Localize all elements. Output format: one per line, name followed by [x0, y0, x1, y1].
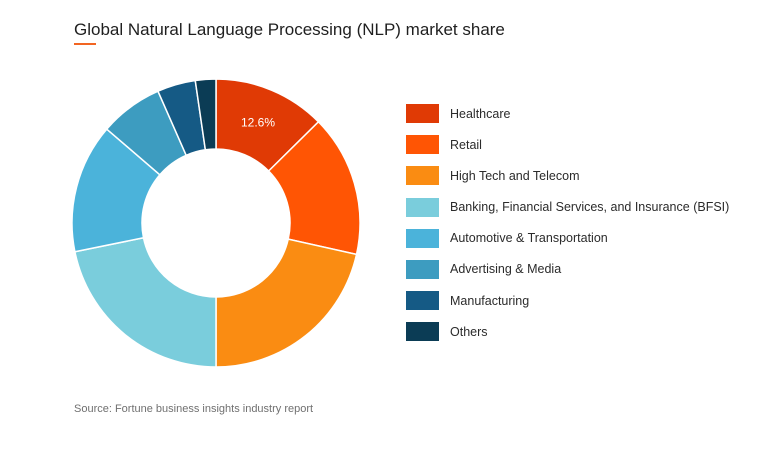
legend-label-7: Manufacturing	[450, 293, 530, 308]
legend-item-7: Manufacturing	[406, 291, 766, 311]
legend-swatch-1	[406, 104, 439, 123]
legend-swatch-2	[406, 135, 439, 155]
legend-item-4: Banking, Financial Services, and Insuran…	[406, 197, 766, 217]
chart-title: Global Natural Language Processing (NLP)…	[74, 20, 505, 39]
donut-slice-4	[74, 236, 217, 368]
legend-item-5: Automotive & Transportation	[406, 228, 766, 248]
legend-label-8: Others	[450, 324, 488, 339]
donut-labels: 12.6%	[241, 115, 275, 129]
legend-label-4: Banking, Financial Services, and Insuran…	[450, 200, 730, 215]
legend: Healthcare Retail High Tech and Telecom Ban…	[406, 104, 766, 354]
legend-item-3: High Tech and Telecom	[406, 166, 766, 186]
legend-item-8: Others	[406, 322, 766, 342]
legend-swatch-7	[406, 291, 439, 311]
legend-swatch-5	[406, 228, 439, 248]
legend-item-6: Advertising & Media	[406, 259, 766, 279]
donut-slice-label-1: 12.6%	[241, 115, 275, 129]
legend-swatch-6	[406, 259, 439, 279]
legend-item-2: Retail	[406, 135, 766, 155]
legend-label-2: Retail	[450, 137, 482, 152]
legend-label-6: Advertising & Media	[450, 262, 562, 277]
donut-slice-8	[194, 78, 217, 151]
title-underline	[74, 43, 96, 45]
donut-slices	[71, 78, 361, 368]
legend-swatch-3	[406, 166, 439, 186]
legend-item-1: Healthcare	[406, 104, 766, 123]
donut-slice-3	[215, 238, 358, 368]
legend-label-1: Healthcare	[450, 106, 511, 121]
legend-label-3: High Tech and Telecom	[450, 168, 580, 183]
legend-swatch-8	[406, 322, 439, 342]
legend-swatch-4	[406, 197, 439, 217]
legend-label-5: Automotive & Transportation	[450, 231, 608, 246]
source-note: Source: Fortune business insights indust…	[74, 403, 314, 415]
